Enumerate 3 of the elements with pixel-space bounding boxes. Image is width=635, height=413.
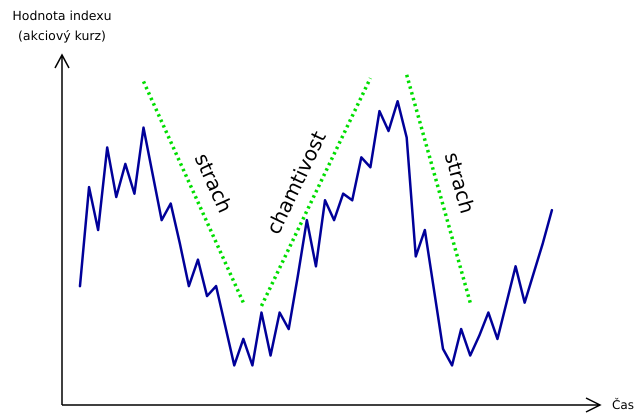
y-axis-title: Hodnota indexu (akciový kurz) (12, 8, 112, 43)
annotation: strach (440, 150, 480, 216)
x-axis-title: Čas (612, 397, 634, 412)
